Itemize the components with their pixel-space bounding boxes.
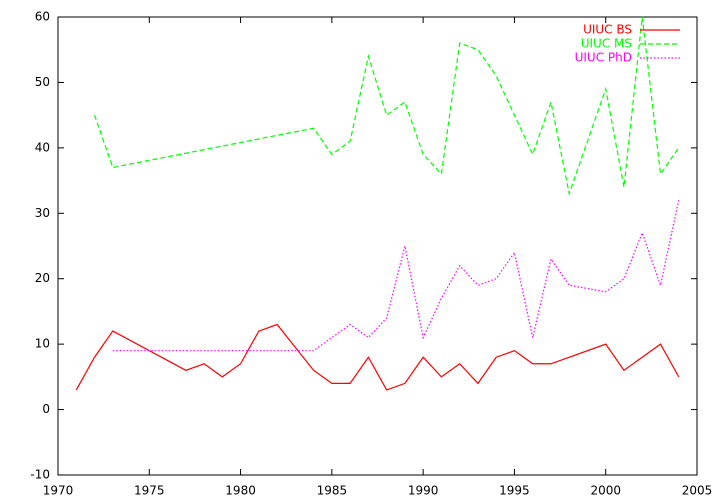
y-tick-label: 60 xyxy=(35,10,50,24)
x-tick-label: 1980 xyxy=(225,484,256,498)
x-tick-label: 2000 xyxy=(590,484,621,498)
x-tick-label: 1975 xyxy=(134,484,165,498)
x-tick-label: 1970 xyxy=(43,484,74,498)
legend-label: UIUC BS xyxy=(583,23,632,37)
y-tick-label: 10 xyxy=(35,337,50,351)
series-line xyxy=(112,200,680,352)
x-tick-label: 2005 xyxy=(682,484,713,498)
y-tick-label: 20 xyxy=(35,271,50,285)
x-tick-label: 1990 xyxy=(408,484,439,498)
y-tick-label: 50 xyxy=(35,75,50,89)
y-tick-label: 30 xyxy=(35,206,50,220)
x-tick-label: 1995 xyxy=(499,484,530,498)
y-tick-label: 0 xyxy=(42,402,50,416)
legend-label: UIUC PhD xyxy=(575,51,632,65)
series-line xyxy=(93,16,680,196)
y-tick-label: -10 xyxy=(30,468,50,482)
plot-frame xyxy=(57,16,698,476)
series-line xyxy=(75,323,680,391)
y-tick-label: 40 xyxy=(35,140,50,154)
x-tick-label: 1985 xyxy=(317,484,348,498)
legend-label: UIUC MS xyxy=(581,37,632,51)
